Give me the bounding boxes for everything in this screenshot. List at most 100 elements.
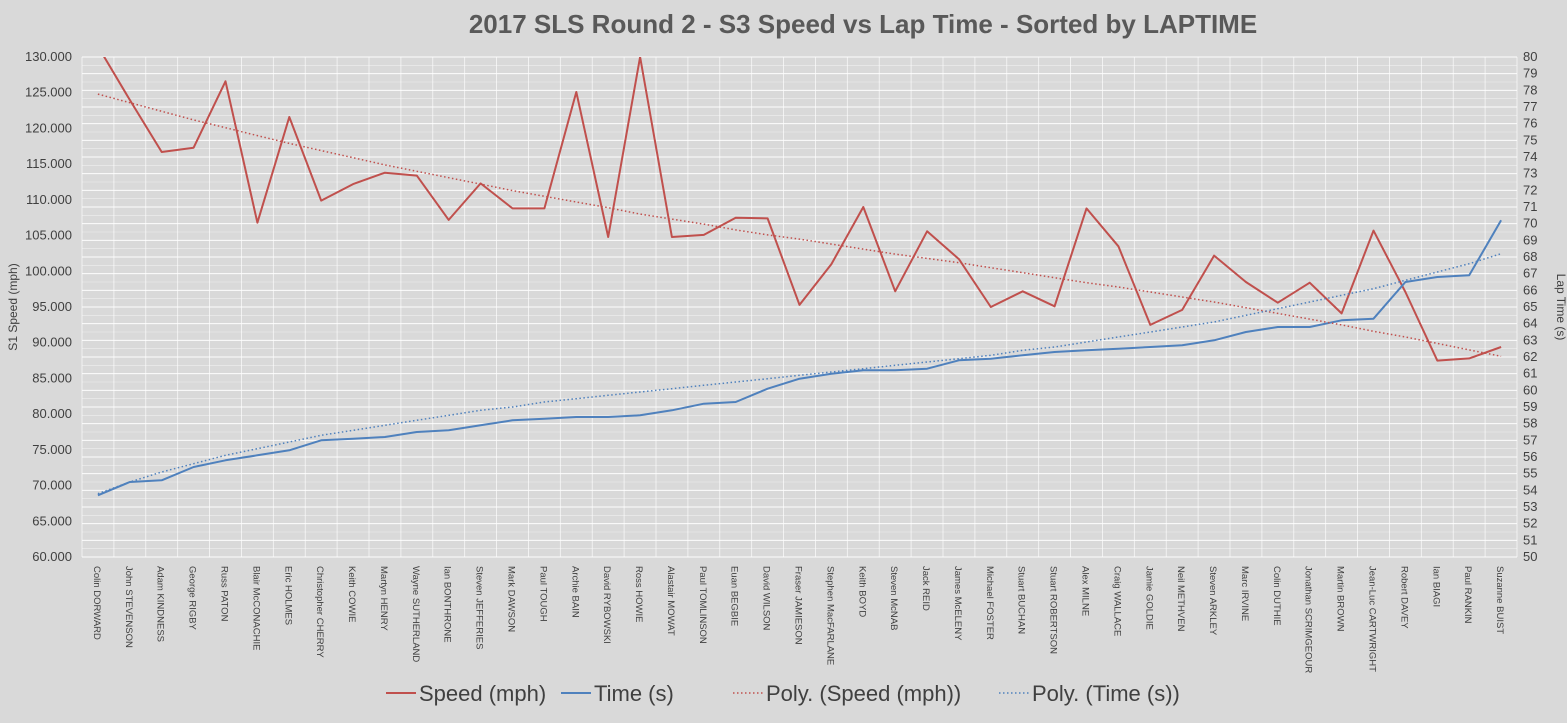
- right-tick-label: 59: [1523, 399, 1537, 414]
- category-label: Blair McCONACHIE: [250, 566, 261, 650]
- series-line-poly-time-s: [97, 252, 1502, 495]
- category-label: Suzanne BUIST: [1494, 566, 1505, 634]
- category-label: Jamie GOLDIE: [1143, 566, 1154, 630]
- left-tick-label: 70.000: [32, 478, 72, 493]
- left-tick-label: 60.000: [32, 549, 72, 564]
- category-label: David WILSON: [761, 566, 772, 631]
- right-tick-label: 56: [1523, 449, 1537, 464]
- left-tick-label: 90.000: [32, 335, 72, 350]
- series-line-speed-mph: [103, 57, 1502, 362]
- category-label: Wayne SUTHERLAND: [410, 566, 421, 662]
- category-label: Neil METHVEN: [1175, 566, 1186, 632]
- category-label: Colin DORWARD: [91, 566, 102, 640]
- category-label: Stuart BUCHAN: [1016, 566, 1027, 634]
- right-tick-label: 71: [1523, 199, 1537, 214]
- category-label: Ian BONTHRONE: [442, 566, 453, 643]
- category-label: Paul RANKIN: [1462, 566, 1473, 624]
- legend-entry-label: Time (s): [594, 681, 674, 706]
- left-tick-label: 75.000: [32, 442, 72, 457]
- legend-entry-label: Speed (mph): [419, 681, 546, 706]
- category-label: Colin DUTHIE: [1271, 566, 1282, 626]
- right-tick-label: 69: [1523, 232, 1537, 247]
- series-lines: [97, 57, 1502, 497]
- right-tick-label: 55: [1523, 466, 1537, 481]
- category-label: Robert DAVEY: [1398, 566, 1409, 629]
- category-label: Ian BIAGI: [1430, 566, 1441, 607]
- category-label: Paul TOUGH: [537, 566, 548, 622]
- category-label: Steven JEFFERIES: [474, 566, 485, 649]
- left-tick-label: 100.000: [25, 263, 72, 278]
- right-tick-label: 58: [1523, 416, 1537, 431]
- right-tick-label: 62: [1523, 349, 1537, 364]
- category-label: John STEVENSON: [123, 566, 134, 648]
- category-label: David RYBOWSKI: [601, 566, 612, 644]
- category-label: Michael FOSTER: [984, 566, 995, 640]
- category-label: George RIGBY: [187, 566, 198, 631]
- category-label: Jack REID: [920, 566, 931, 611]
- right-tick-label: 57: [1523, 432, 1537, 447]
- right-tick-label: 52: [1523, 516, 1537, 531]
- series-line-poly-speed-mph: [97, 93, 1502, 358]
- right-tick-label: 72: [1523, 182, 1537, 197]
- right-tick-label: 67: [1523, 266, 1537, 281]
- right-tick-label: 51: [1523, 532, 1537, 547]
- category-label: Alex MILNE: [1080, 566, 1091, 616]
- category-label: Christopher CHERRY: [314, 566, 325, 658]
- category-label: James McELENY: [952, 566, 963, 641]
- left-tick-label: 105.000: [25, 228, 72, 243]
- left-axis-ticks: 60.000 65.000 70.000 75.000 80.000 85.000 90.0…: [25, 49, 72, 564]
- right-tick-label: 53: [1523, 499, 1537, 514]
- left-tick-label: 95.000: [32, 299, 72, 314]
- left-tick-label: 85.000: [32, 370, 72, 385]
- category-label: Eric HOLMES: [282, 566, 293, 625]
- category-label: Keith COWIE: [346, 566, 357, 623]
- right-tick-label: 64: [1523, 316, 1537, 331]
- category-label: Alastair MOWAT: [665, 566, 676, 636]
- right-tick-label: 63: [1523, 332, 1537, 347]
- right-axis-title: Lap Time (s): [1554, 274, 1567, 341]
- category-label: Martyn HENRY: [378, 566, 389, 631]
- category-label: Stuart ROBERTSON: [1048, 566, 1059, 654]
- left-tick-label: 130.000: [25, 49, 72, 64]
- left-axis-title: S1 Speed (mph): [6, 263, 20, 350]
- category-label: Fraser JAMIESON: [793, 566, 804, 645]
- right-tick-label: 68: [1523, 249, 1537, 264]
- legend-entry-label: Poly. (Speed (mph)): [766, 681, 961, 706]
- category-label: Steven McNAB: [888, 566, 899, 630]
- right-tick-label: 50: [1523, 549, 1537, 564]
- right-tick-label: 80: [1523, 49, 1537, 64]
- category-label: Martin BROWN: [1335, 566, 1346, 632]
- category-label: Paul TOMLINSON: [697, 566, 708, 644]
- left-tick-label: 80.000: [32, 406, 72, 421]
- left-tick-label: 120.000: [25, 120, 72, 135]
- category-label: Jonathan SCRIMGEOUR: [1303, 566, 1314, 673]
- left-tick-label: 65.000: [32, 513, 72, 528]
- category-axis-labels: Colin DORWARD John STEVENSON Adam KINDNESS…: [91, 566, 1505, 673]
- series-line-time-s: [97, 219, 1502, 497]
- category-label: Adam KINDNESS: [155, 566, 166, 642]
- right-tick-label: 74: [1523, 149, 1537, 164]
- right-tick-label: 75: [1523, 132, 1537, 147]
- category-label: Jean-Luc CARTWRIGHT: [1367, 566, 1378, 672]
- right-tick-label: 76: [1523, 116, 1537, 131]
- category-label: Mark DAWSON: [506, 566, 517, 632]
- gridlines: [81, 56, 1518, 558]
- category-label: Ross HOWIE: [633, 566, 644, 622]
- left-tick-label: 115.000: [26, 156, 72, 171]
- category-label: Stephen MacFARLANE: [824, 566, 835, 665]
- right-tick-label: 70: [1523, 216, 1537, 231]
- legend-entry-label: Poly. (Time (s)): [1032, 681, 1180, 706]
- chart-title: 2017 SLS Round 2 - S3 Speed vs Lap Time …: [469, 9, 1257, 39]
- category-label: Steven ARKLEY: [1207, 566, 1218, 636]
- category-label: Russ PATON: [219, 566, 230, 622]
- category-label: Archie BAIN: [569, 566, 580, 618]
- right-tick-label: 78: [1523, 82, 1537, 97]
- category-label: Keith BOYD: [856, 566, 867, 617]
- legend: Speed (mph) Time (s) Poly. (Speed (mph)) Po…: [386, 681, 1180, 706]
- right-tick-label: 66: [1523, 282, 1537, 297]
- left-tick-label: 125.000: [25, 85, 72, 100]
- category-label: Marc IRVINE: [1239, 566, 1250, 621]
- right-tick-label: 60: [1523, 382, 1537, 397]
